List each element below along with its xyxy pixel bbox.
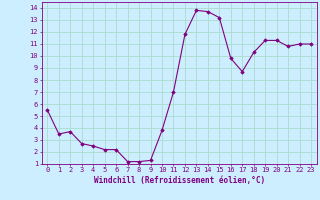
X-axis label: Windchill (Refroidissement éolien,°C): Windchill (Refroidissement éolien,°C) [94,176,265,185]
